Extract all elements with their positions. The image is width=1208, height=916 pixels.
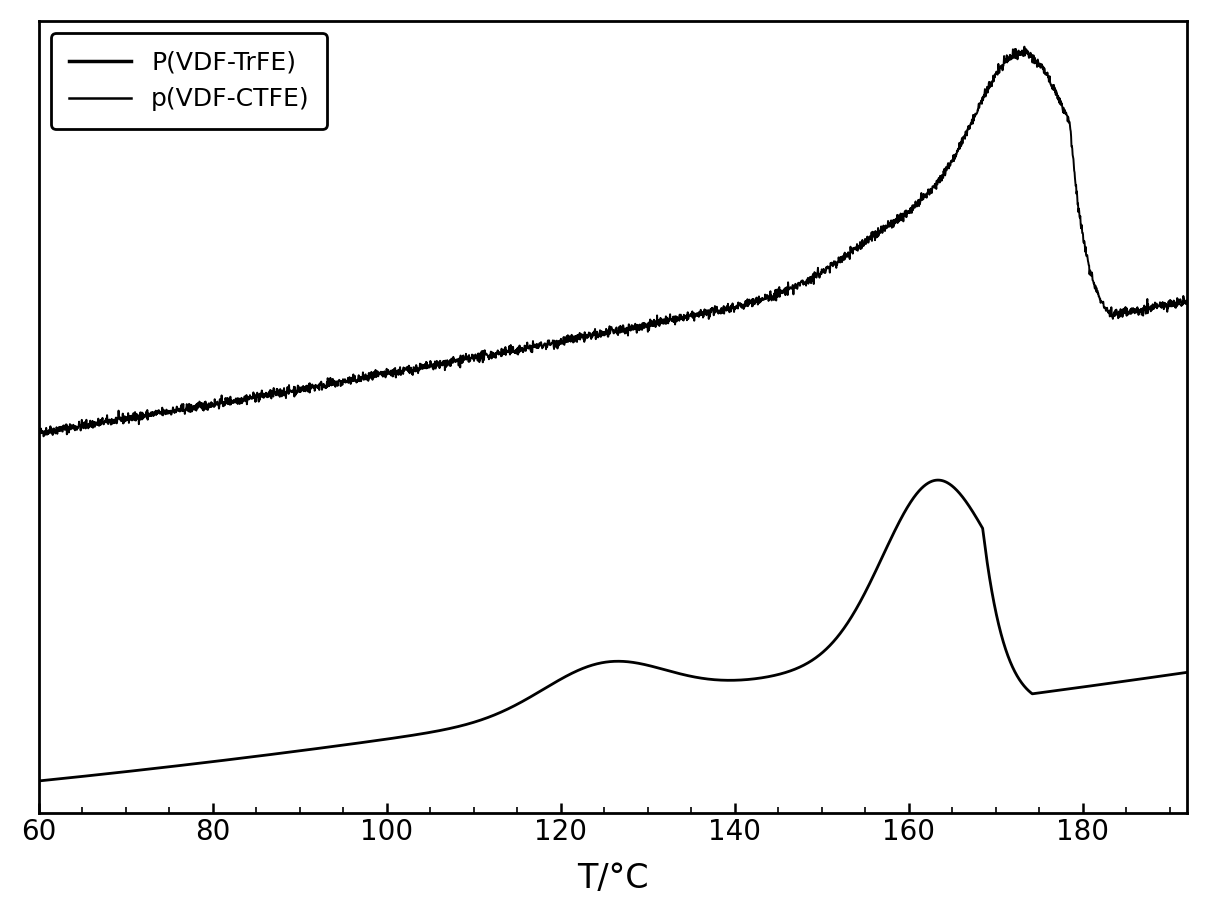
P(VDF-TrFE) [1180,667,1195,678]
p(VDF-CTFE) [472,356,487,367]
p(VDF-CTFE) [1180,296,1195,307]
P(VDF-TrFE) [472,715,487,726]
P(VDF-TrFE) [930,474,945,485]
P(VDF-TrFE) [522,692,536,703]
P(VDF-TrFE) [231,753,245,764]
P(VDF-TrFE) [31,776,46,787]
p(VDF-CTFE) [31,426,46,437]
P(VDF-TrFE) [1157,670,1172,681]
Line: p(VDF-CTFE): p(VDF-CTFE) [39,47,1187,436]
Line: P(VDF-TrFE): P(VDF-TrFE) [39,480,1187,781]
p(VDF-CTFE) [522,343,536,354]
p(VDF-CTFE) [1158,298,1173,309]
p(VDF-CTFE) [36,431,51,442]
p(VDF-CTFE) [231,393,245,404]
Legend: P(VDF-TrFE), p(VDF-CTFE): P(VDF-TrFE), p(VDF-CTFE) [51,33,327,129]
p(VDF-CTFE) [1034,59,1049,70]
p(VDF-CTFE) [163,407,178,418]
X-axis label: T/°C: T/°C [577,862,649,895]
P(VDF-TrFE) [1034,687,1049,698]
p(VDF-CTFE) [1017,41,1032,52]
P(VDF-TrFE) [162,761,176,772]
